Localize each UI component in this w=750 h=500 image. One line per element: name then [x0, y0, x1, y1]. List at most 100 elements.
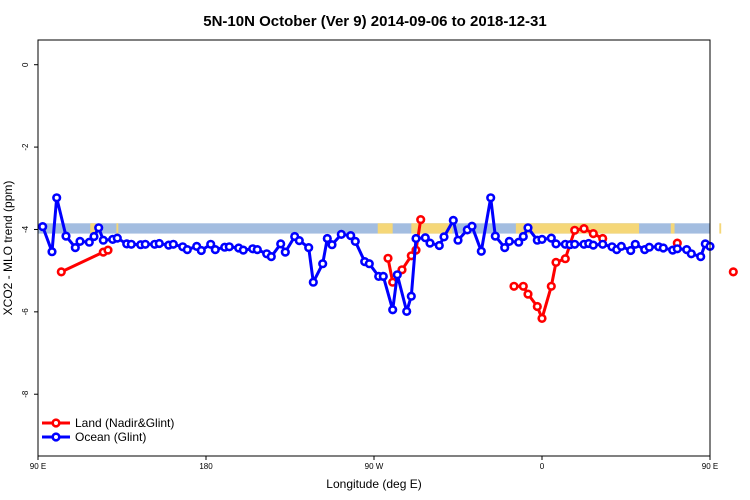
data-point	[551, 257, 561, 268]
data-point	[579, 224, 589, 234]
data-point	[523, 289, 533, 299]
data-point	[537, 313, 547, 324]
data-point	[126, 239, 136, 249]
data-point	[476, 246, 486, 256]
data-point	[560, 254, 570, 264]
data-point	[658, 243, 668, 253]
data-point	[570, 239, 580, 249]
data-point	[238, 245, 248, 255]
data-point	[224, 242, 234, 252]
data-point	[644, 242, 654, 252]
data-point	[378, 271, 388, 282]
data-point	[411, 233, 421, 244]
data-point	[252, 245, 262, 255]
chart-title: 5N-10N October (Ver 9) 2014-09-06 to 201…	[203, 13, 547, 30]
data-point	[61, 231, 71, 241]
background-band	[38, 223, 722, 234]
land-band-segment	[411, 223, 453, 234]
data-point	[518, 281, 528, 291]
data-point	[598, 239, 608, 249]
data-point	[626, 245, 636, 256]
legend: Land (Nadir&Glint)Ocean (Glint)	[42, 416, 174, 444]
data-point	[467, 221, 477, 231]
x-axis: 90 E 180 90 W 0 90 E	[30, 456, 718, 471]
land-band-segment	[90, 223, 96, 234]
x-tick-label: 90 E	[702, 462, 718, 471]
data-point	[103, 245, 113, 255]
land-band-segment	[116, 223, 119, 234]
data-point	[672, 244, 682, 254]
data-point	[686, 249, 696, 259]
data-point	[322, 233, 332, 244]
data-point	[89, 231, 99, 242]
data-point	[588, 229, 598, 239]
land-series	[56, 215, 738, 324]
legend-marker	[51, 418, 61, 428]
y-tick-label: -4	[21, 225, 30, 233]
data-point	[196, 245, 206, 256]
y-tick-label: -8	[21, 390, 30, 398]
data-point	[98, 235, 108, 245]
data-point	[490, 231, 500, 241]
data-point	[546, 233, 556, 243]
data-point	[425, 238, 435, 248]
x-tick-label: 0	[540, 462, 545, 471]
legend-item: Land (Nadir&Glint)	[42, 416, 174, 430]
data-point	[453, 235, 463, 245]
land-band-segment	[670, 223, 675, 234]
data-point	[546, 281, 556, 291]
data-point	[266, 252, 276, 262]
data-point	[308, 277, 318, 287]
data-point	[523, 223, 533, 233]
data-point	[56, 267, 66, 277]
data-point	[551, 239, 561, 249]
data-point	[304, 243, 314, 253]
x-tick-label: 90 E	[30, 462, 46, 471]
data-point	[94, 223, 104, 233]
data-point	[75, 236, 85, 246]
data-point	[532, 301, 542, 312]
data-point	[420, 233, 430, 243]
data-point	[154, 238, 164, 249]
data-point	[616, 241, 626, 251]
land-band-segment	[719, 223, 722, 234]
data-point	[112, 233, 122, 243]
data-point	[210, 245, 220, 255]
data-point	[406, 291, 416, 301]
data-point	[206, 239, 216, 249]
data-point	[336, 229, 346, 239]
data-point	[346, 231, 356, 241]
y-axis-label: XCO2 - MLO trend (ppm)	[1, 181, 15, 316]
data-point	[182, 245, 192, 255]
data-point	[500, 243, 510, 253]
data-point	[588, 240, 598, 250]
ocean-series	[38, 193, 715, 317]
data-point	[537, 234, 547, 244]
y-tick-label: -6	[21, 308, 30, 316]
data-point	[276, 239, 286, 249]
data-point	[439, 232, 449, 242]
data-point	[388, 305, 398, 315]
data-point	[47, 247, 57, 257]
data-point	[696, 252, 706, 262]
y-tick-label: 0	[21, 62, 30, 67]
data-point	[630, 239, 640, 249]
data-point	[318, 259, 328, 269]
data-point	[294, 236, 304, 246]
legend-marker	[51, 432, 61, 442]
y-axis: 0 -2 -4 -6 -8	[21, 62, 38, 398]
data-point	[364, 259, 374, 269]
data-point	[728, 267, 738, 277]
data-point	[486, 193, 496, 203]
data-point	[448, 215, 458, 225]
data-point	[280, 247, 290, 257]
series-line	[41, 196, 711, 313]
legend-label: Land (Nadir&Glint)	[75, 416, 174, 430]
data-point	[434, 240, 444, 251]
x-tick-label: 90 W	[365, 462, 384, 471]
data-point	[416, 215, 426, 225]
x-axis-label: Longitude (deg E)	[326, 477, 421, 491]
data-point	[570, 225, 580, 235]
data-point	[392, 270, 402, 280]
